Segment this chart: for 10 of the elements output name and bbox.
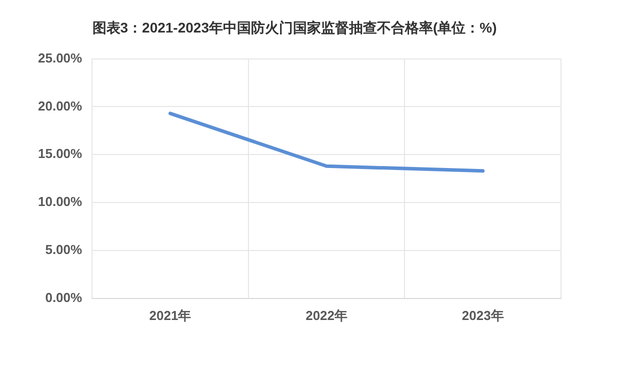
- y-tick-label: 25.00%: [38, 50, 83, 66]
- x-tick-label: 2022年: [306, 308, 348, 323]
- y-tick-label: 10.00%: [38, 194, 83, 210]
- y-tick-label: 20.00%: [38, 98, 83, 114]
- y-tick-label: 0.00%: [45, 290, 83, 305]
- chart-title: 图表3：2021-2023年中国防火门国家监督抽查不合格率(单位：%): [92, 19, 497, 36]
- y-tick-label: 5.00%: [45, 242, 83, 258]
- x-tick-label: 2021年: [149, 308, 192, 323]
- x-tick-label: 2023年: [462, 308, 504, 323]
- y-tick-label: 15.00%: [38, 146, 83, 162]
